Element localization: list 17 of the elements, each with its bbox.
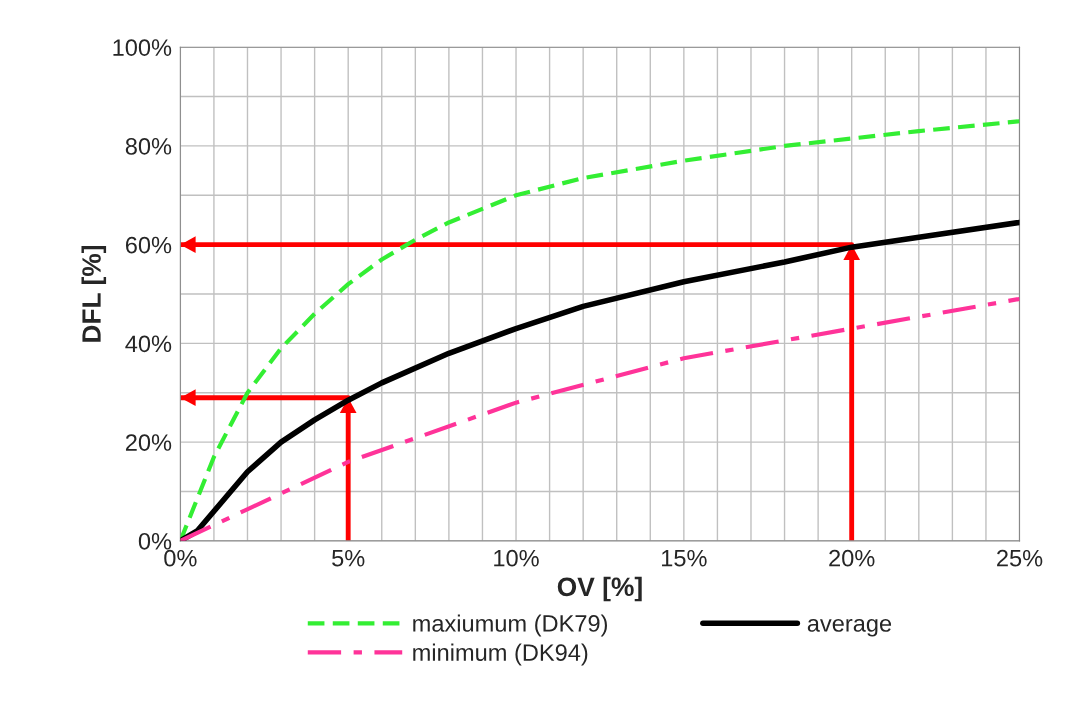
y-tick-label: 20%: [125, 434, 172, 451]
legend-label: maxiumum (DK79): [413, 614, 607, 637]
y-tick-label: 0%: [138, 532, 172, 550]
legend-label: minimum (DK94): [413, 643, 588, 666]
x-tick-label: 15%: [662, 549, 707, 567]
legend-label: average: [807, 618, 892, 637]
y-tick-label: 100%: [113, 39, 172, 56]
x-axis-title: OV [%]: [557, 576, 642, 602]
y-tick-label: 40%: [125, 335, 172, 353]
x-tick-label: 20%: [829, 549, 875, 567]
y-tick-label: 80%: [125, 137, 172, 155]
x-tick-label: 10%: [494, 549, 539, 567]
x-tick-label: 5%: [332, 549, 365, 567]
y-tick-label: 60%: [125, 236, 172, 254]
y-axis-title: DFL [%]: [81, 245, 107, 342]
x-tick-label: 25%: [997, 549, 1043, 567]
x-tick-label: 0%: [164, 549, 197, 567]
